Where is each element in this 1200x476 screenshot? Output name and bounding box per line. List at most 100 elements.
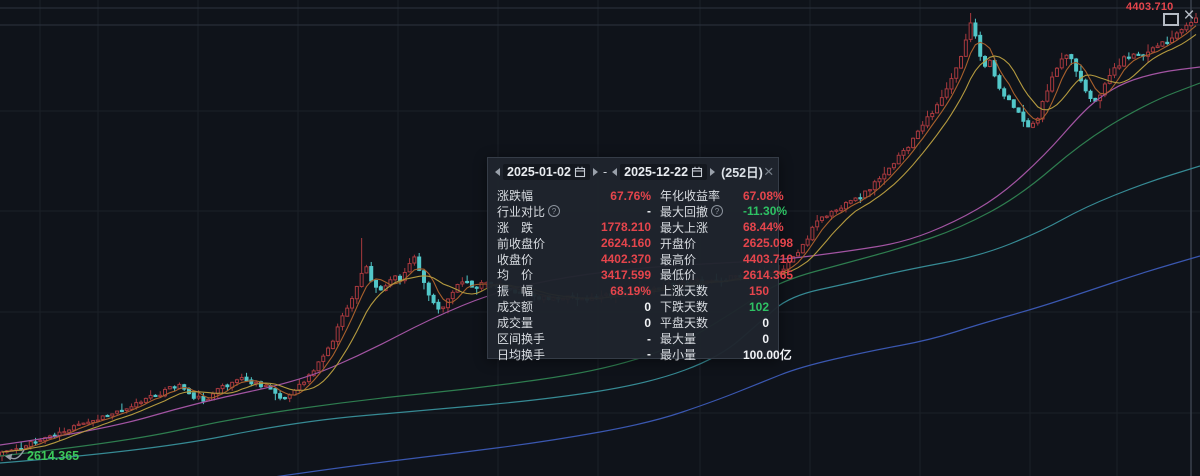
candle-up: [115, 410, 120, 414]
ma-line-blue: [276, 255, 1200, 476]
stat-label: 开盘价: [660, 236, 697, 251]
candle-up: [359, 272, 364, 288]
candle-up: [1150, 47, 1155, 53]
candle-down: [465, 280, 470, 284]
candle-up: [1045, 90, 1050, 102]
candle-down: [201, 396, 206, 402]
candle-down: [1016, 107, 1021, 113]
candle-up: [834, 209, 839, 212]
candle-down: [105, 414, 110, 418]
candle-up: [177, 383, 182, 389]
candle-down: [244, 376, 249, 382]
candle-up: [81, 422, 86, 425]
candle-up: [306, 374, 311, 383]
candle-up: [930, 113, 935, 118]
candle-up: [920, 124, 925, 132]
window-controls: ×: [1163, 4, 1197, 28]
stat-value: 1778.210: [600, 220, 651, 235]
candle-up: [1174, 32, 1179, 39]
help-icon[interactable]: ?: [548, 205, 561, 218]
candle-up: [853, 197, 858, 202]
panel-close-button[interactable]: ×: [763, 162, 774, 181]
candle-up: [139, 401, 144, 404]
candle-up: [800, 243, 805, 254]
candle-up: [1050, 76, 1055, 92]
stat-label: 平盘天数: [660, 316, 709, 331]
candle-up: [316, 361, 321, 372]
end-date-text: 2025-12-22: [624, 164, 689, 179]
stat-label: 前收盘价: [497, 236, 546, 251]
candle-up: [412, 256, 417, 264]
candle-down: [973, 22, 978, 37]
stat-value: 102: [748, 299, 769, 314]
stat-label: 最大上涨: [660, 220, 709, 235]
candle-up: [124, 408, 129, 412]
stat-label: 最小量: [660, 347, 697, 362]
stat-value: 67.76%: [610, 188, 651, 203]
candle-down: [225, 384, 230, 388]
candle-down: [119, 409, 124, 413]
candle-up: [297, 383, 302, 391]
candle-up: [1030, 122, 1035, 128]
stat-value: 100.00亿: [743, 347, 792, 362]
candle-up: [1194, 17, 1198, 23]
candle-up: [393, 275, 398, 281]
start-date-next-arrow[interactable]: [592, 167, 598, 176]
close-window-icon[interactable]: ×: [1183, 5, 1195, 26]
candle-up: [959, 56, 964, 69]
stat-value: 3417.599: [600, 267, 651, 282]
candle-down: [1021, 111, 1026, 122]
end-date-prev-arrow[interactable]: [612, 167, 618, 176]
candle-up: [134, 402, 139, 408]
stat-row: 收盘价 4402.370 最高价 4403.710: [497, 251, 793, 267]
candle-down: [1136, 53, 1141, 56]
candle-up: [791, 256, 796, 263]
end-date-next-arrow[interactable]: [710, 167, 716, 176]
stat-value: 2625.098: [743, 236, 794, 251]
candle-up: [354, 285, 359, 300]
candle-down: [1088, 90, 1093, 99]
candle-up: [887, 167, 892, 176]
candle-up: [839, 207, 844, 211]
candle-up: [1064, 54, 1069, 60]
candle-down: [431, 294, 436, 304]
candle-down: [1083, 79, 1088, 92]
stat-row: 前收盘价 2624.160 开盘价 2625.098: [497, 235, 793, 251]
stat-label: 年化收益率: [660, 189, 721, 203]
candle-up: [805, 238, 810, 246]
candle-up: [220, 385, 225, 390]
candle-down: [1069, 54, 1074, 60]
range-stats-body: 涨跌幅 67.76% 年化收益率 67.08% 行业对比? - 最大回撤? -11.30% 涨 …: [488, 184, 793, 362]
stat-label: 最高价: [660, 252, 697, 267]
candle-up: [407, 263, 412, 273]
candle-down: [278, 393, 283, 399]
end-date-picker[interactable]: 2025-12-22: [620, 163, 708, 180]
stat-value: -: [647, 347, 651, 362]
period-low-price-label: 2614.365: [4, 448, 79, 463]
stat-row: 日均换手 - 最小量 100.00亿: [497, 346, 792, 362]
candle-down: [249, 379, 254, 385]
restore-window-icon[interactable]: [1163, 13, 1179, 26]
start-date-prev-arrow[interactable]: [495, 167, 500, 176]
start-date-picker[interactable]: 2025-01-02: [503, 163, 590, 180]
candle-up: [364, 266, 369, 274]
help-icon[interactable]: ?: [711, 205, 724, 218]
candle-down: [469, 280, 474, 288]
candle-up: [877, 178, 882, 183]
stat-label: 行业对比?: [497, 203, 579, 220]
candle-up: [819, 216, 824, 222]
candle-down: [1011, 99, 1016, 108]
candle-down: [421, 270, 426, 283]
candle-up: [1179, 28, 1184, 34]
candle-up: [143, 397, 148, 403]
candle-up: [321, 355, 326, 362]
candle-up: [891, 163, 896, 169]
range-stats-header: 2025-01-02 - 2025-12-22: [488, 158, 778, 184]
candle-up: [345, 307, 350, 317]
candle-down: [33, 441, 38, 444]
candle-up: [911, 137, 916, 149]
candle-up: [915, 130, 920, 140]
stat-value: 0: [644, 299, 651, 314]
candle-up: [896, 154, 901, 165]
